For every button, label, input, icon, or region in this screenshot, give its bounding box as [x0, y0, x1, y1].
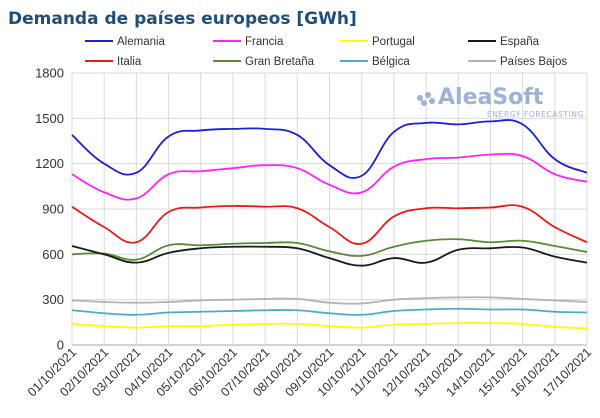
- legend-item-francia: Francia: [213, 36, 284, 48]
- legend-label: Gran Bretaña: [245, 56, 315, 68]
- series-line-portugal: [71, 322, 588, 330]
- watermark-brand: AleaSoft: [438, 85, 544, 110]
- legend-item-gran-bretana: Gran Bretaña: [213, 56, 315, 68]
- legend-label: Alemania: [117, 36, 166, 48]
- legend-item-italia: Italia: [85, 56, 142, 68]
- legend-item-belgica: Bélgica: [340, 56, 410, 68]
- series-lines: [71, 119, 588, 330]
- series-line-espana: [71, 245, 588, 267]
- legend-item-paises-bajos: Países Bajos: [468, 56, 567, 68]
- y-tick-label: 300: [42, 292, 64, 307]
- legend-item-espana: España: [468, 36, 540, 48]
- legend-label: Francia: [245, 36, 284, 48]
- legend-label: Bélgica: [372, 56, 410, 68]
- legend-item-alemania: Alemania: [85, 36, 166, 48]
- y-tick-label: 900: [42, 202, 64, 217]
- chart-title: Demanda de países europeos [GWh]: [8, 9, 357, 29]
- series-line-belgica: [71, 307, 588, 316]
- y-tick-label: 0: [57, 338, 64, 353]
- series-line-francia: [71, 152, 588, 201]
- series-line-alemania: [71, 119, 588, 179]
- y-tick-label: 1800: [35, 66, 64, 81]
- y-tick-label: 1200: [35, 156, 64, 171]
- logo-icon: [417, 92, 435, 106]
- y-tick-label: 1500: [35, 111, 64, 126]
- x-axis-ticks: 01/10/202102/10/202103/10/202104/10/2021…: [25, 345, 594, 399]
- legend-label: Países Bajos: [500, 56, 567, 68]
- legend-label: España: [500, 36, 540, 48]
- watermark-logo: AleaSoft ENERGY FORECASTING: [417, 85, 584, 119]
- legend-item-portugal: Portugal: [340, 36, 415, 48]
- series-line-paises-bajos: [71, 296, 588, 305]
- y-tick-label: 600: [42, 247, 64, 262]
- series-line-gran-bretana: [71, 238, 588, 261]
- legend: Alemania Francia Portugal España Italia Gran …: [85, 36, 567, 68]
- watermark-tagline: ENERGY FORECASTING: [487, 110, 584, 119]
- series-line-italia: [71, 204, 588, 245]
- legend-label: Italia: [117, 56, 142, 68]
- y-axis-ticks: 0 300 600 900 1200 1500 1800: [35, 66, 64, 353]
- legend-label: Portugal: [372, 36, 415, 48]
